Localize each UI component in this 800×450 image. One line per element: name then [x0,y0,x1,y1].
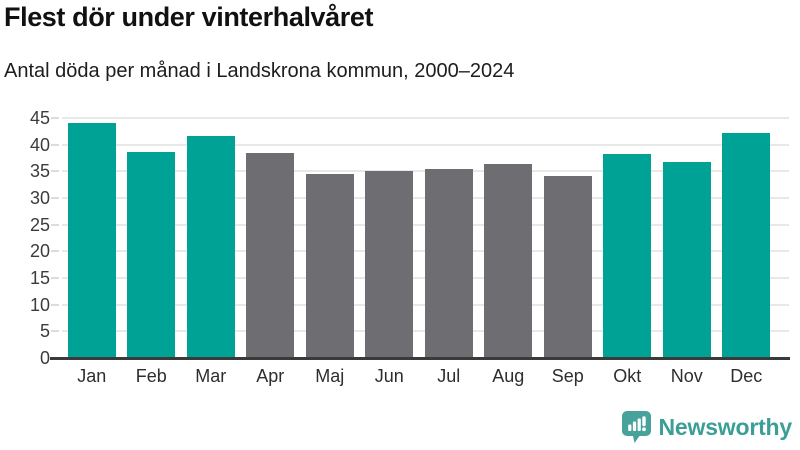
y-tick-label: 40 [29,134,50,155]
x-axis-labels: Jan Feb Mar Apr Maj Jun Jul Aug Sep Okt Nov Dec [62,366,776,387]
bar-sep [543,176,592,358]
x-tick-label: Maj [315,366,345,386]
x-tick-label: Feb [135,366,167,386]
x-tick-label: Jul [437,366,461,386]
bar-slot-jan [62,118,122,358]
y-tick-mark [51,223,59,226]
bar-slot-feb [122,118,182,358]
x-tick-label: Okt [613,366,642,386]
y-tick-label: 5 [39,321,50,342]
brand-name: Newsworthy [658,413,793,440]
x-tick-label: Aug [492,366,525,386]
y-tick-label: 45 [29,108,50,128]
y-tick-label: 15 [29,268,50,288]
bar-slot-nov [657,118,717,358]
page-title: Flest dör under vinterhalvåret [4,2,374,32]
y-tick-label: 10 [29,294,50,315]
bar-jul [424,168,473,358]
x-tick-label: Jun [374,366,404,386]
bar-apr [246,153,295,358]
bar-series [62,118,776,358]
bar-slot-dec [717,118,777,358]
x-tick-label: Sep [551,366,584,386]
bar-slot-sep [538,118,598,358]
y-tick-mark [51,277,59,279]
bar-nov [662,161,711,358]
x-tick-label: Dec [730,366,763,386]
x-tick-label: Apr [256,366,285,386]
y-tick-label: 25 [29,214,50,235]
y-tick-label: 35 [29,161,50,182]
y-tick-mark [51,250,59,253]
y-tick-mark [51,143,59,146]
y-tick-label: 30 [29,188,50,208]
bar-feb [127,152,176,358]
y-tick-mark [51,170,59,173]
chart-subtitle: Antal döda per månad i Landskrona kommun… [4,60,515,82]
y-tick-label: 0 [39,348,50,368]
y-tick-mark [51,330,59,333]
x-tick-label: Jan [77,366,107,386]
bar-jun [365,171,414,358]
newsworthy-logo: Newsworthy [621,410,792,444]
bar-aug [484,164,533,358]
bar-okt [603,154,652,358]
x-tick-label: Nov [670,366,703,386]
bar-jan [67,123,116,358]
gridline [62,117,789,119]
y-tick-mark [51,303,59,306]
bar-slot-aug [479,118,539,358]
y-tick-label: 20 [29,241,50,262]
bar-slot-jun [360,118,420,358]
gridline [62,143,789,146]
bar-dec [722,132,771,358]
newsworthy-bar-chart-bubble-icon [621,410,652,444]
bar-slot-maj [300,118,360,358]
y-tick-mark [51,197,59,199]
y-tick-mark [51,117,59,119]
bar-slot-apr [241,118,301,358]
bar-maj [305,174,354,358]
bar-slot-mar [181,118,241,358]
bar-slot-jul [419,118,479,358]
bar-slot-okt [598,118,658,358]
x-tick-label: Mar [195,366,227,386]
bar-mar [186,135,235,358]
x-axis-line [50,357,790,360]
